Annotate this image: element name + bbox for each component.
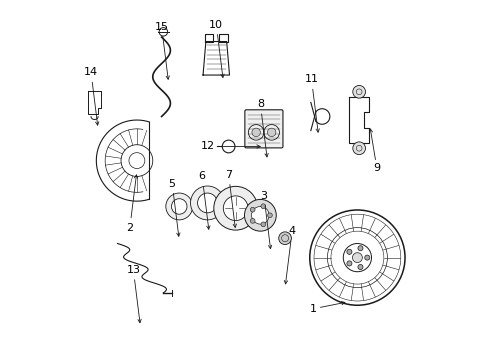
- Text: 13: 13: [126, 265, 140, 275]
- Circle shape: [364, 255, 369, 260]
- Text: 12: 12: [200, 141, 214, 152]
- Circle shape: [261, 222, 265, 227]
- Circle shape: [267, 213, 272, 218]
- Text: 5: 5: [168, 179, 175, 189]
- Circle shape: [346, 261, 351, 266]
- Circle shape: [250, 219, 255, 223]
- Text: 9: 9: [372, 163, 380, 173]
- Circle shape: [261, 204, 265, 208]
- Circle shape: [352, 253, 362, 262]
- Text: 11: 11: [304, 75, 318, 85]
- Circle shape: [190, 186, 224, 220]
- Text: 2: 2: [126, 222, 133, 233]
- Circle shape: [165, 193, 192, 220]
- Text: 1: 1: [309, 304, 316, 314]
- Text: 15: 15: [154, 22, 168, 32]
- Text: 3: 3: [260, 191, 267, 201]
- Circle shape: [267, 128, 275, 136]
- Circle shape: [213, 186, 257, 230]
- Circle shape: [357, 246, 362, 251]
- Circle shape: [171, 199, 186, 214]
- Circle shape: [251, 128, 260, 136]
- Circle shape: [352, 85, 365, 98]
- Circle shape: [278, 232, 291, 244]
- Text: 7: 7: [224, 170, 232, 180]
- Circle shape: [346, 249, 351, 255]
- Circle shape: [244, 199, 276, 231]
- Text: 8: 8: [256, 99, 264, 109]
- Circle shape: [197, 193, 217, 213]
- Circle shape: [251, 207, 269, 224]
- Text: 14: 14: [84, 67, 98, 77]
- Text: 10: 10: [209, 20, 223, 30]
- Text: 4: 4: [288, 226, 295, 236]
- Circle shape: [352, 142, 365, 154]
- Circle shape: [250, 207, 255, 212]
- Text: 6: 6: [198, 171, 205, 181]
- Circle shape: [223, 196, 247, 221]
- FancyBboxPatch shape: [244, 110, 283, 148]
- Circle shape: [357, 265, 362, 270]
